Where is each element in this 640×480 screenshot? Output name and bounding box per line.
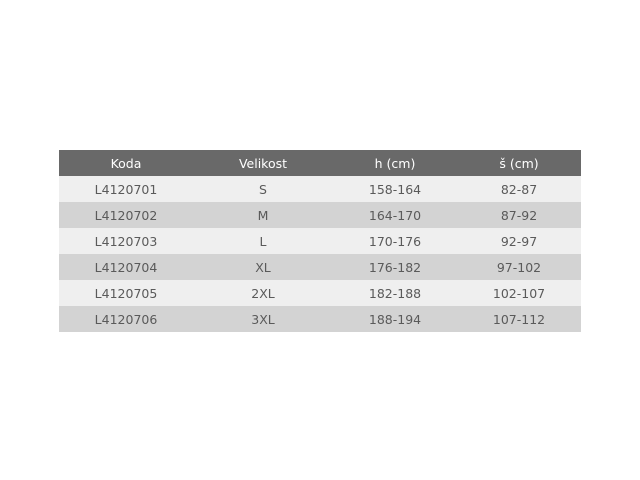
- width-cell: 87-92: [457, 202, 581, 228]
- header-height: h (cm): [333, 150, 457, 176]
- code-cell: L4120705: [59, 280, 193, 306]
- size-cell: M: [193, 202, 333, 228]
- table-row: L4120703 L 170-176 92-97: [59, 228, 581, 254]
- header-koda: Koda: [59, 150, 193, 176]
- width-cell: 97-102: [457, 254, 581, 280]
- code-cell: L4120702: [59, 202, 193, 228]
- height-cell: 188-194: [333, 306, 457, 332]
- table-row: L4120705 2XL 182-188 102-107: [59, 280, 581, 306]
- height-cell: 182-188: [333, 280, 457, 306]
- height-cell: 170-176: [333, 228, 457, 254]
- table-row: L4120702 M 164-170 87-92: [59, 202, 581, 228]
- height-cell: 158-164: [333, 176, 457, 202]
- height-cell: 164-170: [333, 202, 457, 228]
- code-cell: L4120706: [59, 306, 193, 332]
- width-cell: 102-107: [457, 280, 581, 306]
- height-cell: 176-182: [333, 254, 457, 280]
- size-cell: 2XL: [193, 280, 333, 306]
- header-width: š (cm): [457, 150, 581, 176]
- width-cell: 107-112: [457, 306, 581, 332]
- table-row: L4120701 S 158-164 82-87: [59, 176, 581, 202]
- size-cell: 3XL: [193, 306, 333, 332]
- table-header-row: Koda Velikost h (cm) š (cm): [59, 150, 581, 176]
- table-row: L4120706 3XL 188-194 107-112: [59, 306, 581, 332]
- table-row: L4120704 XL 176-182 97-102: [59, 254, 581, 280]
- width-cell: 82-87: [457, 176, 581, 202]
- size-cell: S: [193, 176, 333, 202]
- header-velikost: Velikost: [193, 150, 333, 176]
- size-cell: XL: [193, 254, 333, 280]
- code-cell: L4120701: [59, 176, 193, 202]
- width-cell: 92-97: [457, 228, 581, 254]
- code-cell: L4120703: [59, 228, 193, 254]
- size-cell: L: [193, 228, 333, 254]
- code-cell: L4120704: [59, 254, 193, 280]
- size-table: Koda Velikost h (cm) š (cm) L4120701 S 158…: [59, 150, 581, 332]
